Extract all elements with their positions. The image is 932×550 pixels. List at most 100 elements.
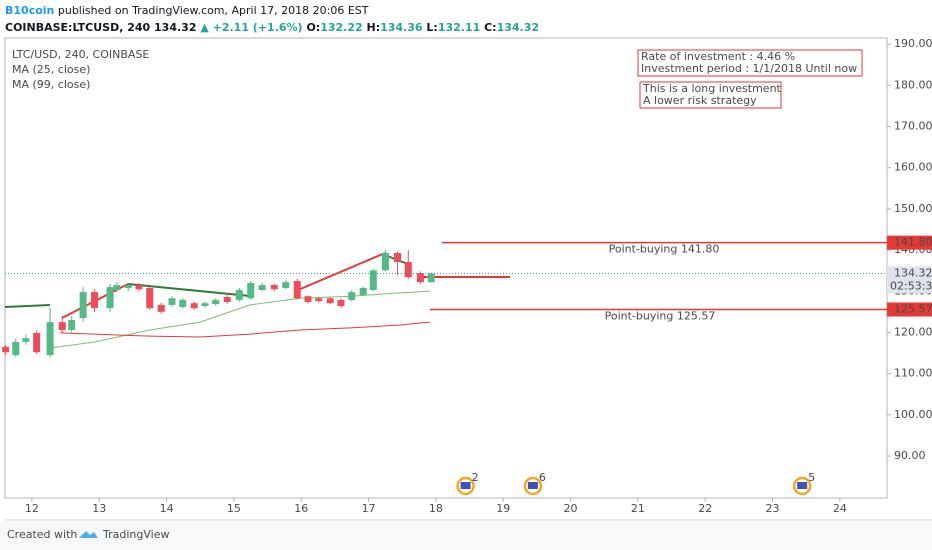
author[interactable]: B10coin (5, 4, 54, 17)
o: 132.22 (320, 21, 362, 34)
symbol: COINBASE:LTCUSD, 240 (5, 21, 151, 34)
trend-line (297, 252, 386, 291)
note-text: A lower risk strategy (643, 94, 757, 107)
candle-body (258, 285, 266, 291)
h-label: H: (366, 21, 380, 34)
candle-body (212, 299, 220, 305)
x-tick-label: 14 (160, 502, 174, 515)
event-flag (797, 482, 808, 489)
o-label: O: (306, 21, 320, 34)
candle-body (33, 332, 41, 353)
x-tick-label: 23 (766, 502, 780, 515)
y-tick-label: 110.00 (894, 367, 932, 380)
published: published on TradingView.com, April 17, … (58, 4, 369, 17)
legend-entry: MA (25, close) (12, 63, 90, 76)
level-tag (887, 302, 932, 317)
c: 134.32 (497, 21, 539, 34)
candle-body (106, 287, 114, 309)
x-tick-label: 15 (227, 502, 241, 515)
candle-body (146, 287, 154, 309)
candle-body (315, 298, 323, 302)
candle-body (427, 273, 435, 283)
candle-body (369, 270, 377, 291)
logo (79, 531, 98, 538)
candle-body (304, 296, 312, 302)
footer-text: Created with (7, 528, 77, 541)
note-text: Rate of investment : 4.46 % (641, 50, 795, 63)
level-label: Point-buying 141.80 (609, 243, 720, 256)
event-count: 6 (539, 471, 546, 484)
x-tick-label: 22 (698, 502, 712, 515)
event-count: 2 (472, 471, 479, 484)
x-tick-label: 16 (294, 502, 308, 515)
header-line: B10coin published on TradingView.com, Ap… (5, 4, 369, 17)
legend-title: LTC/USD, 240, COINBASE (12, 48, 149, 61)
candle-body (113, 285, 121, 291)
candle-body (22, 338, 30, 342)
quote-line: COINBASE:LTCUSD, 240 134.32 ▲ +2.11 (+1.… (5, 21, 539, 34)
ma-line (60, 321, 430, 338)
x-tick-label: 21 (631, 502, 645, 515)
candle-body (157, 304, 165, 312)
y-tick-label: 160.00 (894, 161, 932, 174)
y-tick-label: 90.00 (894, 449, 926, 462)
candle-body (168, 298, 176, 305)
note-box (637, 49, 863, 77)
footer (0, 521, 932, 550)
y-tick-label: 180.00 (894, 78, 932, 91)
note-text: This is a long investment (642, 82, 782, 95)
y-tick-label: 170.00 (894, 120, 932, 133)
candle-body (91, 292, 99, 309)
y-tick-label: 100.00 (894, 408, 932, 421)
level-tag-label: 141.80 (894, 236, 932, 249)
note-text: Investment period : 1/1/2018 Until now (641, 62, 857, 75)
trend-line (127, 283, 251, 297)
x-tick-label: 13 (92, 502, 106, 515)
event-flag (460, 482, 471, 489)
candle-body (68, 320, 76, 330)
legend-entry: MA (99, close) (12, 78, 90, 91)
change: ▲ +2.11 (+1.6%) (200, 21, 302, 34)
x-tick-label: 12 (25, 502, 39, 515)
y-tick-label: 190.00 (894, 37, 932, 50)
candle-body (2, 346, 10, 353)
candle-body (79, 292, 87, 319)
level-label: Point-buying 125.57 (605, 310, 716, 323)
h: 134.36 (380, 21, 423, 34)
candle-body (58, 322, 66, 330)
ma-line (50, 290, 430, 349)
l: 132.11 (438, 21, 480, 34)
candle-body (201, 303, 209, 307)
footer-brand[interactable]: TradingView (102, 528, 169, 541)
event-flag (527, 482, 538, 489)
candle-body (270, 285, 278, 290)
candle-body (381, 252, 389, 271)
l-label: L: (426, 21, 437, 34)
last-price-label: 134.32 (894, 266, 932, 279)
candle-body (235, 290, 243, 300)
candle-body (135, 285, 143, 290)
event-count: 5 (808, 471, 815, 484)
candle-body (247, 283, 255, 299)
countdown: 02:53:30 (890, 279, 932, 292)
candle-body (394, 252, 402, 263)
candle-body (416, 273, 424, 283)
candle-body (179, 299, 187, 307)
candle-body (337, 299, 345, 307)
x-tick-label: 19 (496, 502, 510, 515)
candle-body (190, 303, 198, 309)
level-tag-label: 125.57 (894, 303, 932, 316)
note-box (639, 81, 782, 109)
price: 134.32 (154, 21, 196, 34)
c-label: C: (484, 21, 496, 34)
candle-body (282, 282, 290, 288)
candle-body (124, 285, 132, 288)
x-tick-label: 18 (429, 502, 443, 515)
x-tick-label: 17 (362, 502, 376, 515)
candle-body (359, 287, 367, 295)
level-tag (887, 235, 932, 250)
candle-body (293, 280, 301, 299)
candle-body (326, 298, 334, 304)
x-tick-label: 24 (833, 502, 847, 515)
